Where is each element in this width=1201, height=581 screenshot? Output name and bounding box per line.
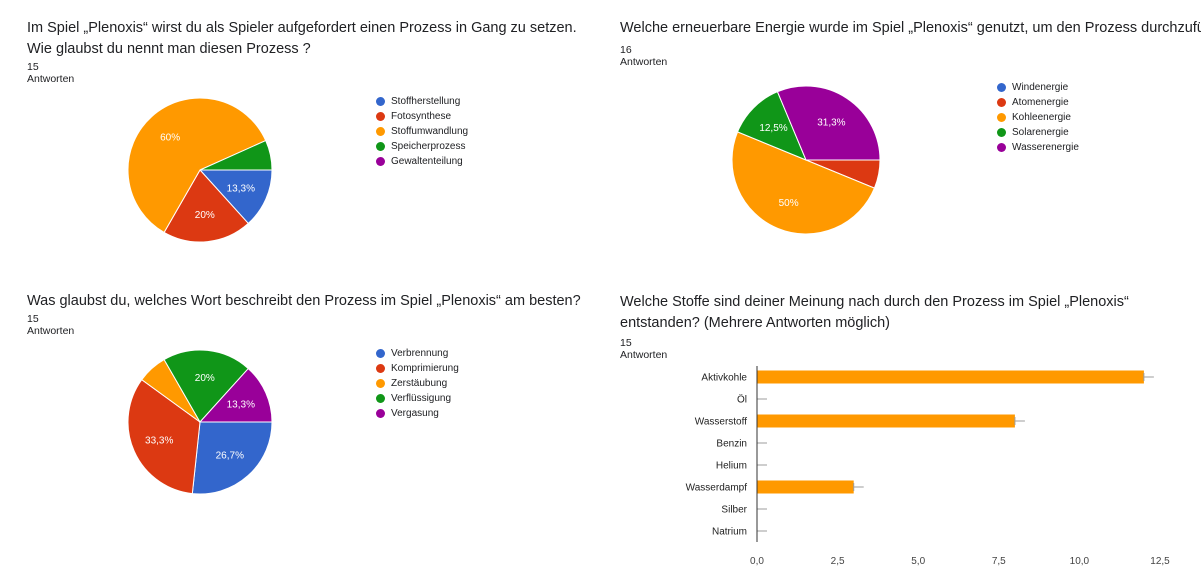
category-label: Natrium bbox=[712, 527, 747, 538]
bar bbox=[757, 480, 854, 494]
legend-swatch bbox=[376, 112, 385, 121]
legend-item: Verflüssigung bbox=[376, 391, 459, 406]
response-count: 15 Antworten bbox=[620, 337, 668, 361]
legend-swatch bbox=[997, 98, 1006, 107]
legend-item: Kohleenergie bbox=[997, 110, 1079, 125]
x-tick-label: 10,0 bbox=[1070, 556, 1090, 567]
legend-item: Stoffumwandlung bbox=[376, 124, 468, 139]
legend-item: Wasserenergie bbox=[997, 140, 1079, 155]
legend-label: Verbrennung bbox=[391, 348, 449, 359]
response-count: 16 Antworten bbox=[620, 44, 668, 68]
legend-label: Verflüssigung bbox=[391, 393, 452, 404]
question-title: Im Spiel „Plenoxis“ wirst du als Spieler… bbox=[27, 20, 577, 57]
legend-label: Kohleenergie bbox=[1012, 112, 1071, 123]
pie-slice bbox=[191, 421, 273, 495]
response-count: 15 Antworten bbox=[27, 313, 75, 337]
pie-slice bbox=[163, 349, 249, 423]
slice-label: 26,7% bbox=[216, 451, 244, 462]
legend-item: Speicherprozess bbox=[376, 139, 468, 154]
legend-item: Windenergie bbox=[997, 80, 1079, 95]
question-title: Welche erneuerbare Energie wurde im Spie… bbox=[620, 20, 1201, 36]
legend-item: Komprimierung bbox=[376, 361, 459, 376]
legend-swatch bbox=[376, 409, 385, 418]
legend-label: Zerstäubung bbox=[391, 378, 448, 389]
category-label: Helium bbox=[716, 461, 747, 472]
pie-chart: 50% 12,5% 31,3% bbox=[731, 85, 881, 235]
legend-swatch bbox=[997, 83, 1006, 92]
question-title: Was glaubst du, welches Wort beschreibt … bbox=[27, 293, 581, 309]
slice-label: 50% bbox=[779, 198, 799, 209]
x-tick-label: 12,5 bbox=[1150, 556, 1170, 567]
legend-item: Zerstäubung bbox=[376, 376, 459, 391]
legend-swatch bbox=[376, 394, 385, 403]
chart-legend: Stoffherstellung Fotosynthese Stoffumwandl… bbox=[376, 94, 468, 169]
legend-swatch bbox=[376, 349, 385, 358]
pie-slice bbox=[163, 169, 249, 243]
chart-legend: Windenergie Atomenergie Kohleenergie Solare… bbox=[997, 80, 1079, 155]
legend-label: Vergasung bbox=[391, 408, 439, 419]
slice-label: 12,5% bbox=[759, 123, 787, 134]
legend-label: Fotosynthese bbox=[391, 111, 452, 122]
legend-label: Gewaltenteilung bbox=[391, 156, 463, 167]
slice-label: 20% bbox=[195, 210, 215, 221]
legend-item: Gewaltenteilung bbox=[376, 154, 468, 169]
slice-label: 31,3% bbox=[817, 117, 845, 128]
category-label: Wasserdampf bbox=[686, 483, 748, 494]
question-title: Welche Stoffe sind deiner Meinung nach d… bbox=[620, 294, 1129, 331]
slice-label: 33,3% bbox=[145, 436, 173, 447]
legend-swatch bbox=[376, 379, 385, 388]
x-tick-label: 5,0 bbox=[911, 556, 925, 567]
legend-swatch bbox=[376, 364, 385, 373]
pie-slice bbox=[736, 91, 807, 161]
legend-swatch bbox=[997, 113, 1006, 122]
legend-swatch bbox=[376, 142, 385, 151]
legend-label: Speicherprozess bbox=[391, 141, 466, 152]
legend-swatch bbox=[997, 128, 1006, 137]
legend-label: Wasserenergie bbox=[1012, 142, 1079, 153]
legend-item: Fotosynthese bbox=[376, 109, 468, 124]
slice-label: 13,3% bbox=[227, 399, 255, 410]
legend-label: Komprimierung bbox=[391, 363, 459, 374]
legend-swatch bbox=[376, 157, 385, 166]
category-label: Silber bbox=[721, 505, 747, 516]
legend-swatch bbox=[376, 97, 385, 106]
bar bbox=[757, 414, 1015, 428]
pie-slice bbox=[731, 131, 876, 235]
x-tick-label: 0,0 bbox=[750, 556, 764, 567]
bar bbox=[757, 370, 1144, 384]
pie-chart: 26,7% 33,3% 20% 13,3% bbox=[127, 349, 273, 495]
bar-chart: Aktivkohle Öl Wasserstoff Benzin Helium Wasse… bbox=[686, 366, 1170, 567]
x-tick-label: 2,5 bbox=[831, 556, 845, 567]
legend-item: Atomenergie bbox=[997, 95, 1079, 110]
legend-label: Atomenergie bbox=[1012, 97, 1069, 108]
pie-slice bbox=[198, 367, 273, 423]
pie-slice bbox=[127, 97, 267, 234]
legend-item: Verbrennung bbox=[376, 346, 459, 361]
legend-item: Stoffherstellung bbox=[376, 94, 468, 109]
x-tick-label: 7,5 bbox=[992, 556, 1006, 567]
category-label: Öl bbox=[737, 394, 747, 406]
legend-swatch bbox=[376, 127, 385, 136]
legend-label: Stoffumwandlung bbox=[391, 126, 469, 137]
category-label: Wasserstoff bbox=[695, 417, 747, 428]
legend-label: Windenergie bbox=[1012, 82, 1069, 93]
category-label: Aktivkohle bbox=[701, 373, 747, 384]
legend-label: Solarenergie bbox=[1012, 127, 1069, 138]
slice-label: 20% bbox=[195, 373, 215, 384]
pie-slice bbox=[199, 139, 273, 171]
chart-legend: Verbrennung Komprimierung Zerstäubung Verfl… bbox=[376, 346, 459, 421]
legend-item: Solarenergie bbox=[997, 125, 1079, 140]
legend-label: Stoffherstellung bbox=[391, 96, 461, 107]
pie-slice bbox=[198, 169, 273, 225]
slice-label: 13,3% bbox=[227, 184, 255, 195]
legend-swatch bbox=[997, 143, 1006, 152]
category-label: Benzin bbox=[716, 439, 747, 450]
pie-slice bbox=[127, 378, 201, 495]
legend-item: Vergasung bbox=[376, 406, 459, 421]
pie-slice bbox=[776, 85, 881, 161]
pie-chart: 13,3% 20% 60% bbox=[127, 97, 273, 243]
slice-label: 60% bbox=[160, 132, 180, 143]
response-count: 15 Antworten bbox=[27, 61, 75, 85]
